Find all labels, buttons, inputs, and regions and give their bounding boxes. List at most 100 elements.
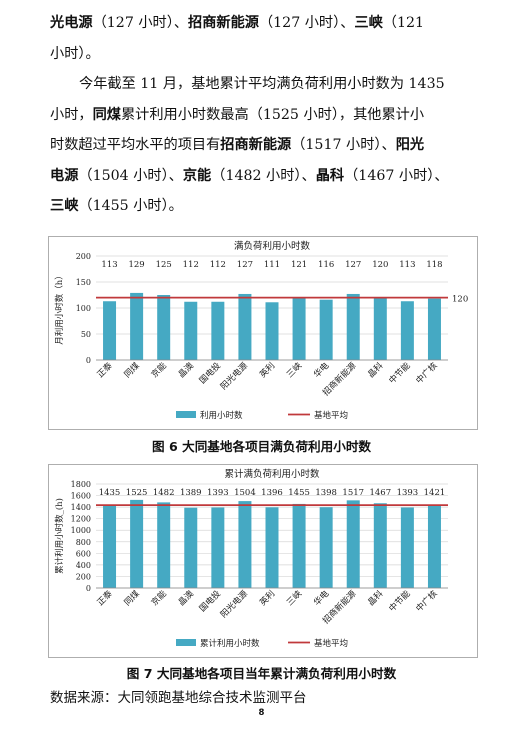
paragraph-cumulative-hours: 今年截至 11 月，基地累计平均满负荷利用小时数为 1435 小时，同煤累计利用… bbox=[50, 69, 470, 222]
para2-line1: 今年截至 11 月，基地累计平均满负荷利用小时数为 1435 bbox=[50, 69, 470, 100]
bar bbox=[265, 507, 279, 588]
data-label: 120 bbox=[372, 260, 388, 270]
paragraph-continued: 光电源（127 小时）、招商新能源（127 小时）、三峡（121 小时）。 bbox=[50, 8, 470, 69]
y-tick-label: 0 bbox=[86, 356, 91, 365]
data-label: 1455 bbox=[288, 488, 310, 498]
data-label: 127 bbox=[237, 260, 253, 270]
text-run: （1482 小时）、 bbox=[211, 167, 316, 184]
data-label: 1398 bbox=[315, 488, 337, 498]
text-run: 招商新能源 bbox=[188, 15, 259, 31]
data-source: 数据来源：大同领跑基地综合技术监测平台 bbox=[50, 690, 307, 706]
data-label: 1504 bbox=[234, 488, 256, 498]
bar bbox=[184, 507, 198, 588]
cumulative-hours-chart: 累计满负荷利用小时数 0 200 400 600 800 1000 1200 1400 1600 1… bbox=[48, 464, 478, 658]
bar bbox=[211, 301, 225, 360]
bar bbox=[211, 507, 225, 588]
bar bbox=[103, 301, 117, 360]
data-label: 1389 bbox=[180, 488, 202, 498]
data-label: 112 bbox=[210, 260, 226, 270]
y-tick-label: 150 bbox=[76, 278, 91, 287]
legend-bar-label: 累计利用小时数 bbox=[200, 638, 260, 649]
text-run: 招商新能源 bbox=[220, 137, 292, 153]
text-run: 同煤 bbox=[92, 106, 121, 123]
text-run: 三峡 bbox=[50, 198, 79, 214]
bar bbox=[319, 299, 333, 360]
text-run: 时数超过平均水平的项目有 bbox=[50, 137, 221, 153]
data-label: 111 bbox=[264, 260, 280, 270]
data-label: 113 bbox=[399, 260, 415, 270]
data-label: 1525 bbox=[126, 488, 148, 498]
data-label: 113 bbox=[101, 260, 117, 270]
legend-line-label: 基地平均 bbox=[314, 410, 348, 421]
text-run: 京能 bbox=[182, 167, 212, 184]
y-tick-label: 800 bbox=[76, 538, 91, 547]
y-tick-label: 1400 bbox=[71, 503, 91, 512]
data-label: 1393 bbox=[207, 488, 229, 498]
bar bbox=[427, 505, 441, 588]
legend-bar-swatch bbox=[176, 639, 196, 646]
text-run: 光电源 bbox=[50, 15, 93, 31]
bar bbox=[292, 297, 306, 360]
para1-line1: 光电源（127 小时）、招商新能源（127 小时）、三峡（121 bbox=[50, 8, 470, 39]
para2-line3: 时数超过平均水平的项目有招商新能源（1517 小时）、阳光 bbox=[50, 130, 470, 161]
text-run: 小时， bbox=[50, 106, 93, 123]
legend-bar-label: 利用小时数 bbox=[200, 410, 243, 421]
bar bbox=[184, 301, 198, 360]
bar bbox=[346, 293, 360, 360]
data-label: 116 bbox=[318, 260, 334, 270]
text-run: 晶科 bbox=[315, 167, 345, 184]
bar bbox=[373, 503, 387, 588]
y-tick-label: 1200 bbox=[71, 515, 91, 524]
text-run: （1517 小时）、 bbox=[291, 137, 396, 153]
data-label: 1435 bbox=[99, 488, 121, 498]
text-run: 三峡 bbox=[354, 15, 383, 31]
bar bbox=[373, 297, 387, 360]
y-tick-label: 50 bbox=[81, 330, 91, 339]
text-run: 电源 bbox=[50, 167, 79, 184]
data-label: 125 bbox=[156, 260, 172, 270]
bar bbox=[157, 502, 171, 588]
bar bbox=[400, 301, 414, 360]
y-tick-label: 400 bbox=[76, 561, 91, 570]
bar bbox=[130, 499, 144, 588]
para2-line4: 电源（1504 小时）、京能（1482 小时）、晶科（1467 小时）、 bbox=[50, 161, 470, 192]
y-tick-label: 1800 bbox=[71, 480, 91, 489]
text-run: （1467 小时）、 bbox=[344, 167, 449, 184]
text-run: （1504 小时）、 bbox=[78, 167, 183, 184]
text-run: （127 小时）、 bbox=[92, 15, 189, 31]
chart-title: 累计满负荷利用小时数 bbox=[224, 468, 320, 480]
text-run: （121 bbox=[382, 15, 425, 31]
bar bbox=[319, 507, 333, 588]
y-axis-label: 累计利用小时数_(h) bbox=[54, 498, 65, 574]
bar bbox=[238, 293, 252, 360]
data-label: 1517 bbox=[342, 488, 364, 498]
figure6-caption: 图 6 大同基地各项目满负荷利用小时数 bbox=[151, 439, 372, 454]
chart-title: 满负荷利用小时数 bbox=[234, 240, 311, 252]
figure7-caption: 图 7 大同基地各项目当年累计满负荷利用小时数 bbox=[126, 666, 397, 681]
bar bbox=[427, 298, 441, 360]
data-label: 129 bbox=[128, 260, 144, 270]
para2-line2: 小时，同煤累计利用小时数最高（1525 小时），其他累计小 bbox=[50, 100, 470, 131]
legend-bar-swatch bbox=[176, 411, 196, 418]
text-run: 阳光 bbox=[395, 137, 425, 153]
page-number: 8 bbox=[258, 708, 265, 718]
text-run: （127 小时）、 bbox=[258, 15, 355, 31]
data-label: 112 bbox=[183, 260, 199, 270]
text-run: （1455 小时）。 bbox=[78, 198, 183, 214]
bar bbox=[292, 503, 306, 588]
data-label: 1482 bbox=[153, 488, 175, 498]
y-tick-label: 200 bbox=[76, 252, 91, 261]
legend-line-label: 基地平均 bbox=[314, 638, 348, 649]
data-label: 1393 bbox=[397, 488, 419, 498]
data-label: 121 bbox=[291, 260, 307, 270]
bar bbox=[346, 500, 360, 588]
bar bbox=[400, 507, 414, 588]
bar bbox=[238, 501, 252, 588]
bar bbox=[130, 292, 144, 360]
data-label: 127 bbox=[345, 260, 361, 270]
data-label: 1421 bbox=[424, 488, 446, 498]
data-label: 1467 bbox=[369, 488, 391, 498]
bar bbox=[103, 505, 117, 588]
text-run: 累计利用小时数最高（1525 小时），其他累计小 bbox=[120, 106, 425, 123]
y-tick-label: 0 bbox=[86, 584, 91, 593]
